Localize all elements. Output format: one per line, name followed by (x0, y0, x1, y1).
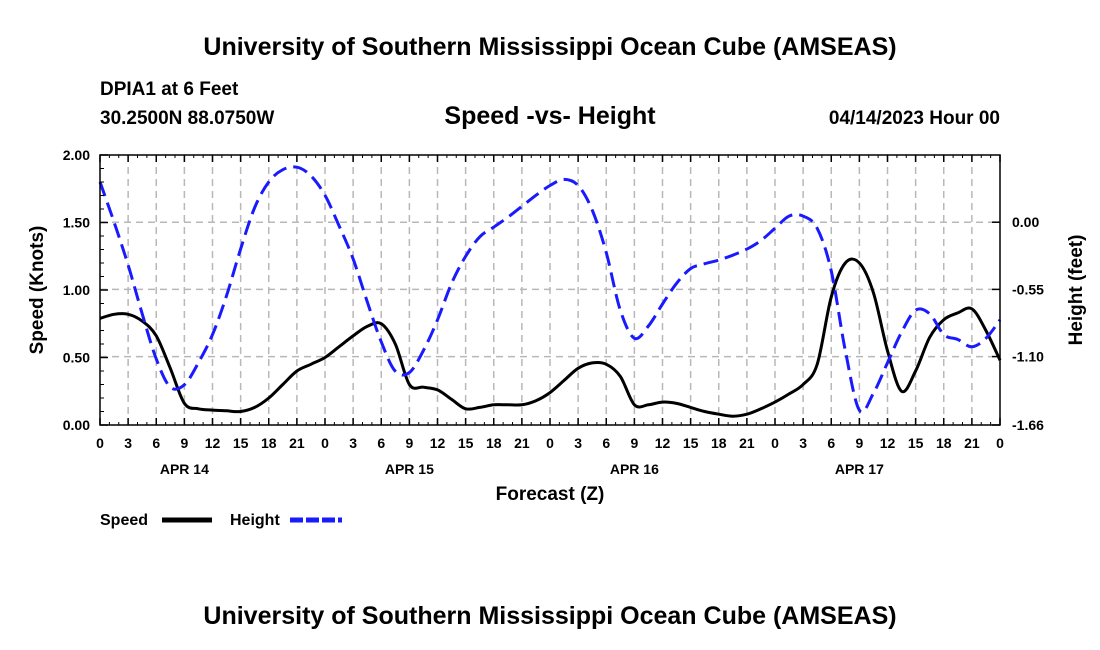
x-tick-label: 0 (96, 435, 104, 451)
station-label: DPIA1 at 6 Feet (100, 79, 239, 100)
legend: Speed Height (100, 512, 342, 529)
day-label: APR 17 (835, 461, 884, 477)
day-label: APR 15 (385, 461, 434, 477)
x-tick-label: 0 (321, 435, 329, 451)
y2-axis-label: Height (feet) (1066, 235, 1087, 346)
x-tick-label: 3 (124, 435, 132, 451)
x-tick-label: 9 (630, 435, 638, 451)
x-tick-label: 6 (827, 435, 835, 451)
chart-subtitle: Speed -vs- Height (444, 102, 656, 130)
y-tick-label: 1.00 (63, 282, 90, 298)
axis-ticks (99, 154, 1001, 426)
chart-title-bottom: University of Southern Mississippi Ocean… (203, 602, 896, 630)
y-tick-label: 2.00 (63, 147, 90, 163)
x-tick-label: 12 (655, 435, 671, 451)
x-tick-label: 0 (771, 435, 779, 451)
x-tick-label: 21 (964, 435, 980, 451)
x-tick-label: 15 (233, 435, 249, 451)
x-tick-label: 9 (855, 435, 863, 451)
series-line-speed (99, 257, 1002, 418)
y-tick-label: 0.00 (63, 417, 90, 433)
series-line-height (98, 165, 1002, 414)
x-tick-label: 15 (458, 435, 474, 451)
x-tick-label: 15 (908, 435, 924, 451)
x-tick-label: 6 (602, 435, 610, 451)
y2-tick-label: 0.00 (1012, 214, 1039, 230)
chart-title-top: University of Southern Mississippi Ocean… (203, 33, 896, 61)
x-tick-label: 12 (205, 435, 221, 451)
x-tick-label: 0 (546, 435, 554, 451)
day-label: APR 16 (610, 461, 659, 477)
y2-tick-label: -1.10 (1012, 349, 1044, 365)
series-lines (98, 165, 1002, 418)
tick-labels: 0 3 6 9 12 15 18 21 0 3 6 9 12 15 18 21 0 3 6 9 12 15 18 21 0 3 6 9… (63, 147, 1044, 477)
x-tick-label: 21 (289, 435, 305, 451)
y-tick-label: 1.50 (63, 215, 90, 231)
y2-tick-label: -0.55 (1012, 281, 1044, 297)
x-tick-label: 6 (377, 435, 385, 451)
legend-label-speed: Speed (100, 512, 148, 529)
gridlines (100, 155, 1000, 425)
x-tick-label: 21 (739, 435, 755, 451)
x-tick-label: 12 (430, 435, 446, 451)
x-tick-label: 18 (711, 435, 727, 451)
coordinates-label: 30.2500N 88.0750W (100, 108, 274, 129)
x-tick-label: 18 (261, 435, 277, 451)
day-label: APR 14 (160, 461, 209, 477)
x-tick-label: 9 (180, 435, 188, 451)
x-tick-label: 9 (405, 435, 413, 451)
x-tick-label: 3 (574, 435, 582, 451)
x-axis-label: Forecast (Z) (496, 484, 605, 505)
forecast-date-label: 04/14/2023 Hour 00 (829, 108, 1000, 129)
x-tick-label: 15 (683, 435, 699, 451)
x-tick-label: 3 (349, 435, 357, 451)
y-axis-label: Speed (Knots) (27, 226, 48, 355)
legend-label-height: Height (230, 512, 280, 529)
x-tick-label: 12 (880, 435, 896, 451)
x-tick-label: 6 (152, 435, 160, 451)
x-tick-label: 0 (996, 435, 1004, 451)
x-tick-label: 3 (799, 435, 807, 451)
x-tick-label: 18 (936, 435, 952, 451)
x-tick-label: 21 (514, 435, 530, 451)
y-tick-label: 0.50 (63, 350, 90, 366)
x-tick-label: 18 (486, 435, 502, 451)
y2-tick-label: -1.66 (1012, 417, 1044, 433)
